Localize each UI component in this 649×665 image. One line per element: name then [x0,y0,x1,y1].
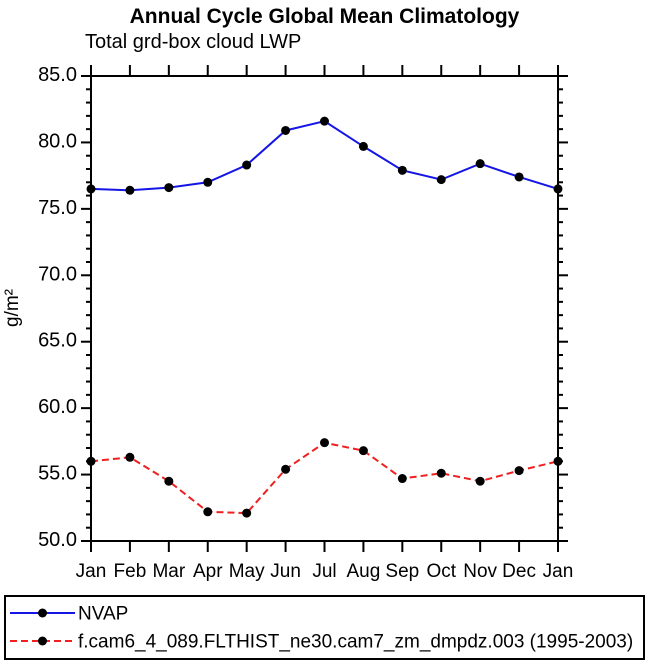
data-point-marker [436,175,446,185]
data-point-marker [358,141,368,151]
legend-label: NVAP [78,604,128,625]
x-axis-tick-label: May [229,561,265,582]
x-axis-tick-label: Jan [76,561,107,582]
legend-marker [38,636,47,646]
data-point-marker [203,507,213,517]
y-axis-tick-label: 60.0 [38,396,77,418]
chart-subtitle: Total grd-box cloud LWP [85,31,302,53]
legend-label: f.cam6_4_089.FLTHIST_ne30.cam7_zm_dmpdz.… [78,632,633,653]
y-axis-tick-label: 50.0 [38,529,77,551]
y-axis-tick-label: 80.0 [38,130,77,152]
data-point-marker [281,464,291,474]
x-axis-tick-label: Apr [193,561,223,582]
data-point-marker [164,183,174,193]
data-point-marker [475,159,485,169]
data-point-marker [203,177,213,187]
chart-title: Annual Cycle Global Mean Climatology [129,5,520,28]
data-point-marker [553,456,563,466]
x-axis-tick-label: Dec [502,561,536,582]
data-point-marker [553,184,563,194]
data-point-marker [397,474,407,484]
x-axis-tick-label: Jan [543,561,574,582]
data-point-marker [242,160,252,170]
x-axis-tick-label: Jun [270,561,301,582]
x-axis-tick-label: Oct [426,561,456,582]
data-point-marker [514,172,524,182]
x-axis-tick-label: Sep [385,561,419,582]
data-point-marker [358,446,368,456]
y-axis-tick-label: 55.0 [38,463,77,485]
data-point-marker [242,508,252,518]
x-axis-tick-label: Jul [312,561,336,582]
data-point-marker [86,456,96,466]
series-line [90,441,559,515]
y-axis-tick-label: 75.0 [38,197,77,219]
x-axis-tick-label: Feb [114,561,147,582]
y-axis-tick-label: 85.0 [38,64,77,86]
y-axis-tick-label: 70.0 [38,263,77,285]
y-axis-title: g/m² [2,289,23,327]
x-axis-tick-label: Aug [347,561,381,582]
data-point-marker [125,185,135,195]
x-axis-tick-label: Mar [152,561,185,582]
data-point-marker [125,452,135,462]
data-point-marker [475,476,485,486]
data-point-marker [320,116,329,126]
plot-frame [90,75,559,542]
x-axis-tick-label: Nov [463,561,497,582]
series-line [90,120,559,192]
data-point-marker [320,438,329,448]
data-point-marker [514,466,524,476]
data-point-marker [436,468,446,478]
legend-marker [38,608,47,618]
data-point-marker [397,165,407,175]
data-point-marker [281,125,291,135]
y-axis-tick-label: 65.0 [38,330,77,352]
data-point-marker [86,184,96,194]
data-point-marker [164,476,174,486]
legend-box [4,595,645,660]
